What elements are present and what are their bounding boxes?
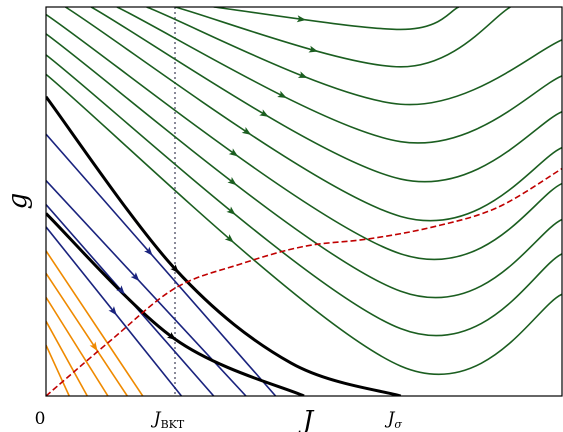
flow-arrow-19 [308, 45, 319, 53]
flow_high-curve-14 [46, 13, 562, 261]
flow_high-curve-15 [64, 7, 562, 222]
flow_high-curve-11 [46, 73, 562, 375]
separatrix-curve-10 [46, 95, 402, 396]
flow-arrow-12 [226, 206, 236, 215]
x-tick-label-0: 0 [35, 409, 46, 429]
flow-arrow-17 [277, 90, 287, 98]
flow_mid-curve-8 [46, 133, 277, 396]
flow-arrow-14 [228, 148, 239, 157]
flow-arrow-3 [89, 341, 98, 352]
flow_low-curve-2 [46, 296, 109, 396]
flow-arrow-11 [224, 234, 234, 243]
x-tick-label-1: JBKT [151, 409, 185, 431]
flow_high-curve-17 [116, 7, 562, 144]
flow-arrow-20 [296, 15, 307, 23]
plot-frame [45, 6, 563, 397]
flow_low-curve-0 [46, 344, 70, 396]
x-tick-label-2: Jσ [385, 409, 403, 431]
arrow-layer [89, 15, 319, 352]
flow_high-curve-20 [213, 7, 460, 31]
flow-arrow-18 [297, 71, 308, 78]
flow_low-curve-3 [46, 272, 128, 396]
flow-arrow-6 [116, 285, 125, 295]
crossover-curve-21 [46, 167, 562, 396]
flow_high-curve-13 [46, 33, 562, 299]
flow_high-curve-18 [146, 7, 562, 106]
flow_low-curve-1 [46, 320, 88, 396]
flow_high-curve-16 [90, 7, 562, 183]
flow-arrow-5 [108, 306, 117, 316]
flow-arrow-9 [166, 331, 177, 341]
flow-arrow-13 [227, 176, 237, 186]
flow-arrow-16 [259, 109, 269, 117]
flow-arrow-7 [130, 272, 140, 282]
flow_high-curve-19 [174, 7, 511, 68]
flow-arrow-8 [144, 246, 153, 256]
curve-layer [46, 7, 562, 396]
flow_low-curve-4 [46, 250, 144, 396]
flow_high-curve-12 [46, 54, 562, 337]
x-axis-label: J [298, 406, 315, 432]
x-tick-layer: 0 JBKT Jσ [35, 409, 403, 431]
flow-arrow-10 [170, 264, 180, 274]
y-axis-label: g [3, 193, 33, 210]
flow-arrow-15 [241, 127, 252, 135]
